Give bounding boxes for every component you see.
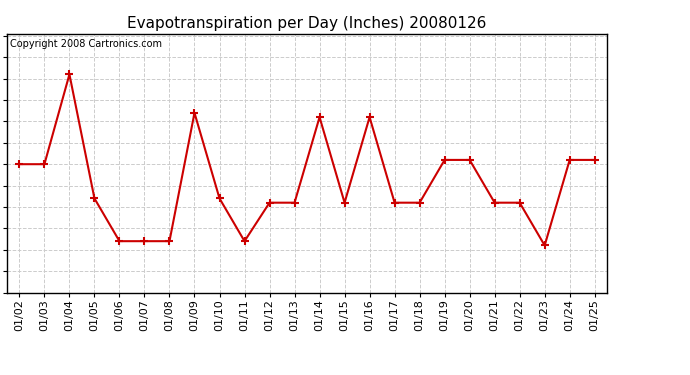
Text: Copyright 2008 Cartronics.com: Copyright 2008 Cartronics.com xyxy=(10,39,162,49)
Title: Evapotranspiration per Day (Inches) 20080126: Evapotranspiration per Day (Inches) 2008… xyxy=(128,16,486,31)
